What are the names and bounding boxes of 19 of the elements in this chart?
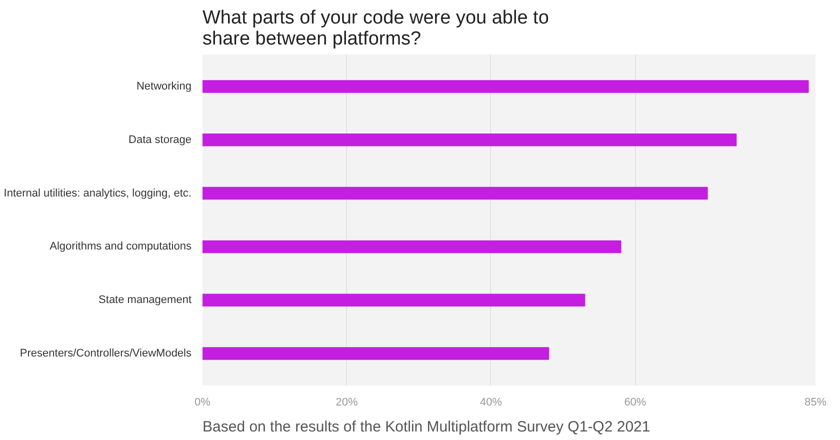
x-tick-label: 40% [480, 396, 502, 408]
y-tick-label: Networking [136, 80, 192, 93]
bar [202, 80, 809, 93]
x-tick-label: 20% [336, 396, 358, 408]
x-tick-label: 0% [194, 396, 211, 408]
x-tick-label: 60% [624, 396, 646, 408]
bar [202, 347, 550, 360]
y-tick-label: Internal utilities: analytics, logging, etc. [4, 187, 192, 200]
y-tick-label: Data storage [128, 134, 192, 146]
y-tick-label: State management [98, 294, 192, 306]
text: Based on the results of the Kotlin Multiplatform Survey Q1-Q2 2021 [202, 418, 650, 436]
chart-title: What parts of your code were you able to share between platforms? [202, 8, 549, 50]
y-tick-label: Algorithms and computations [50, 240, 192, 253]
bar [202, 134, 737, 146]
bar [202, 294, 586, 306]
bar [202, 240, 622, 254]
x-tick-label: 85% [804, 396, 827, 408]
bar [202, 186, 708, 200]
y-tick-label: Presenters/Controllers/ViewModels [20, 347, 192, 360]
